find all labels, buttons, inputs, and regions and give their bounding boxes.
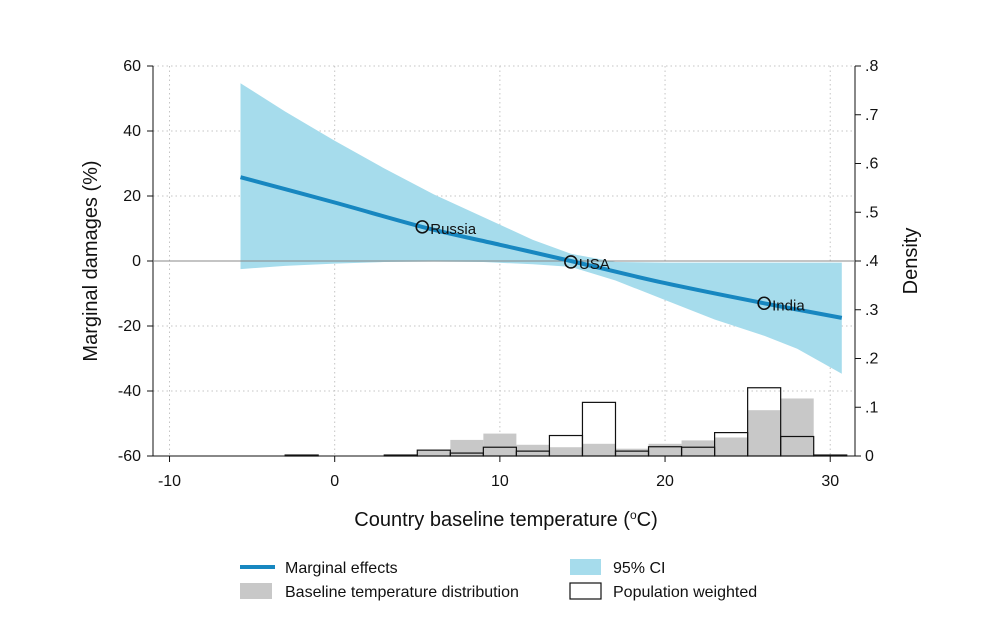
baseline-bar xyxy=(714,437,748,456)
baseline-bar xyxy=(582,443,616,456)
baseline-bar xyxy=(549,447,583,456)
y-right-tick-label: .6 xyxy=(865,156,878,173)
y-left-tick-label: -60 xyxy=(118,448,141,465)
country-point xyxy=(757,296,771,311)
x-axis-title: Country baseline temperature (oC) xyxy=(354,508,658,531)
country-label: Russia xyxy=(430,221,477,238)
baseline-bar xyxy=(648,443,682,456)
legend-swatch-ci xyxy=(570,559,601,575)
points-layer: Russia USA India xyxy=(415,220,805,314)
legend-label-baseline: Baseline temperature distribution xyxy=(285,584,519,601)
x-tick-label: 20 xyxy=(656,473,674,490)
ci-band xyxy=(240,83,842,374)
y-right-tick-label: .4 xyxy=(865,253,878,270)
country-point xyxy=(564,255,578,269)
y-right-tick-label: .2 xyxy=(865,351,878,368)
y-right-tick-label: 0 xyxy=(865,448,874,465)
x-tick-label: 0 xyxy=(330,473,339,490)
baseline-bar xyxy=(780,398,814,456)
y-left-tick-label: 40 xyxy=(123,123,141,140)
y-right-tick-label: .3 xyxy=(865,302,878,319)
legend-swatch-population xyxy=(569,582,602,600)
y-right-tick-label: .7 xyxy=(865,107,878,124)
y-right-tick-label: .1 xyxy=(865,399,878,416)
legend-label-ci: 95% CI xyxy=(613,560,665,577)
baseline-bar xyxy=(450,439,484,456)
legend-swatch-baseline xyxy=(240,583,272,599)
baseline-bar xyxy=(483,433,517,456)
y-left-tick-label: -40 xyxy=(118,383,141,400)
ci-band-layer xyxy=(240,83,842,374)
y-left-tick-label: 0 xyxy=(132,253,141,270)
x-tick-label: 30 xyxy=(821,473,839,490)
baseline-bar xyxy=(747,410,781,456)
country-label: USA xyxy=(579,256,610,273)
y-left-tick-label: 20 xyxy=(123,188,141,205)
marginal-effects-line xyxy=(239,175,843,320)
y-right-tick-label: .5 xyxy=(865,204,878,221)
x-tick-label: 10 xyxy=(491,473,509,490)
y-right-tick-label: .8 xyxy=(865,58,878,75)
baseline-bar xyxy=(615,448,649,456)
country-point xyxy=(415,220,430,234)
histogram-layer xyxy=(284,387,848,457)
x-tick-label: -10 xyxy=(158,473,181,490)
legend: Marginal effects 95% CI Baseline tempera… xyxy=(240,559,757,601)
country-label: India xyxy=(772,297,805,314)
baseline-bar xyxy=(681,440,715,456)
legend-label-marginal-effects: Marginal effects xyxy=(285,560,398,577)
right-y-axis-title: Density xyxy=(900,228,922,295)
tick-layer: 60 40 20 0 -20 -40 -60 -10 0 10 20 30 .8 .7 .6 .5 .4 .3 .2… xyxy=(118,58,879,490)
y-left-tick-label: 60 xyxy=(123,58,141,75)
baseline-bar xyxy=(516,444,550,456)
baseline-bar xyxy=(417,450,451,456)
marginal-effects-layer xyxy=(239,175,843,320)
y-left-tick-label: -20 xyxy=(118,318,141,335)
left-y-axis-title: Marginal damages (%) xyxy=(80,160,102,361)
legend-label-population: Population weighted xyxy=(613,584,757,601)
